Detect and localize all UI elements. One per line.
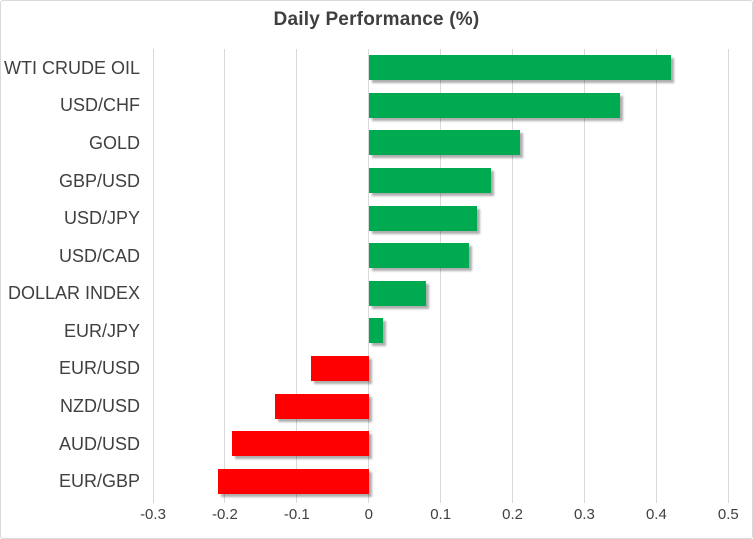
bar-usd-cad <box>368 243 470 269</box>
bar-aud-usd <box>232 431 369 457</box>
x-tick-label: 0.2 <box>502 506 523 523</box>
bar-dollar-index <box>368 280 427 306</box>
x-gridline-0.1 <box>440 49 442 503</box>
bar-eur-usd <box>311 355 369 381</box>
category-label-gbp-usd: GBP/USD <box>58 170 140 191</box>
x-tick-label: 0.3 <box>574 506 595 523</box>
category-label-usd-jpy: USD/JPY <box>63 208 140 229</box>
x-gridline--0.3 <box>152 49 154 503</box>
category-label-dollar-index: DOLLAR INDEX <box>7 283 140 304</box>
category-label-eur-jpy: EUR/JPY <box>63 320 140 341</box>
category-label-eur-usd: EUR/USD <box>58 358 140 379</box>
x-tick-label: 0 <box>364 506 373 523</box>
x-gridline-0 <box>368 49 370 503</box>
bar-eur-jpy <box>368 318 384 344</box>
bar-eur-gbp <box>217 468 369 494</box>
x-tick-label: -0.3 <box>140 506 166 523</box>
x-gridline-0.4 <box>655 49 657 503</box>
category-label-usd-chf: USD/CHF <box>60 95 140 116</box>
bar-wti-crude-oil <box>368 55 671 81</box>
x-tick-label: 0.5 <box>717 506 739 523</box>
x-tick-label: -0.1 <box>283 506 310 523</box>
bar-usd-chf <box>368 92 621 118</box>
category-label-wti-crude-oil: WTI CRUDE OIL <box>3 57 140 78</box>
x-gridline--0.2 <box>224 49 226 503</box>
category-label-aud-usd: AUD/USD <box>58 433 140 454</box>
bar-gold <box>368 130 520 156</box>
bar-gbp-usd <box>368 168 491 194</box>
x-gridline-0.2 <box>512 49 514 503</box>
chart-title: Daily Performance (%) <box>273 9 480 30</box>
bar-nzd-usd <box>275 393 369 419</box>
x-tick-label: -0.2 <box>211 506 238 523</box>
category-label-nzd-usd: NZD/USD <box>60 396 140 417</box>
x-gridline-0.3 <box>583 49 585 503</box>
category-label-usd-cad: USD/CAD <box>58 245 140 266</box>
category-label-gold: GOLD <box>88 132 140 153</box>
x-tick-label: 0.4 <box>645 506 667 523</box>
bar-usd-jpy <box>368 205 477 231</box>
category-label-eur-gbp: EUR/GBP <box>58 471 140 492</box>
x-gridline-0.5 <box>727 49 729 503</box>
x-tick-label: 0.1 <box>430 506 452 523</box>
x-gridline--0.1 <box>296 49 298 503</box>
